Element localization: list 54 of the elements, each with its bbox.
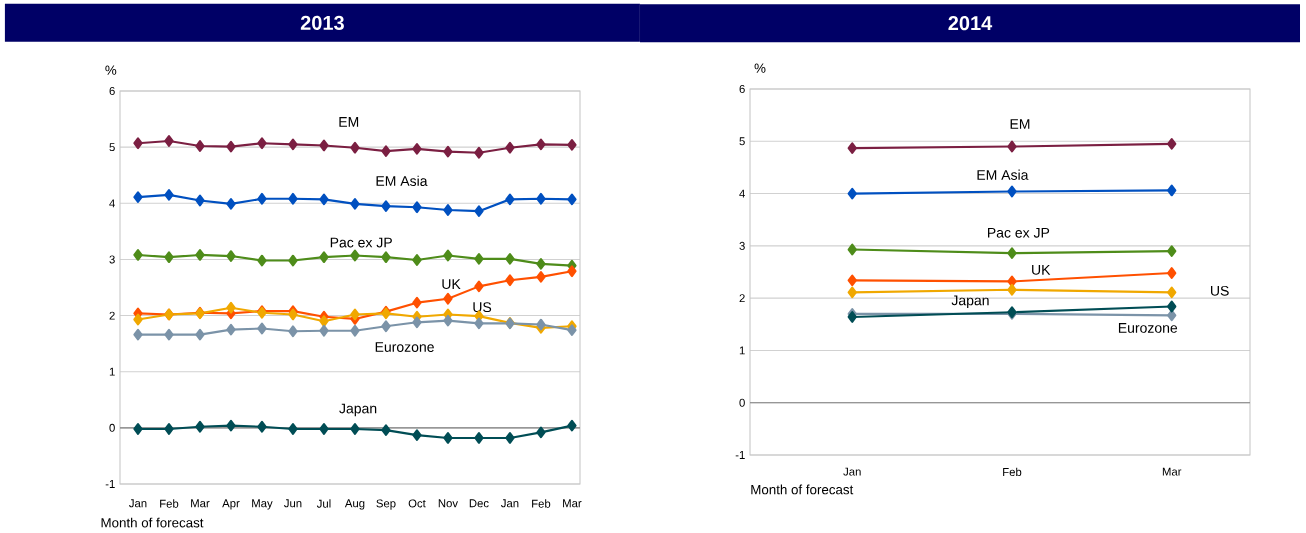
series-label: Japan xyxy=(951,295,989,309)
text: US xyxy=(1211,285,1229,296)
x-tick-label: Feb xyxy=(1003,467,1022,477)
x-tick-label: Jun xyxy=(284,499,302,508)
series-label: Pac ex JP xyxy=(330,237,392,248)
y-tick-label: 2 xyxy=(739,294,745,303)
y-tick-label: 0 xyxy=(739,398,745,407)
y-tick-label: 6 xyxy=(109,87,115,96)
y-tick-label: 5 xyxy=(109,143,115,152)
x-tick-label: Dec xyxy=(469,499,489,508)
series-label: Eurozone xyxy=(1118,323,1178,333)
y-tick-label: 4 xyxy=(109,199,115,208)
x-tick-label: Nov xyxy=(438,499,458,508)
x-tick-label: Aug xyxy=(344,499,365,510)
x-tick-label: Mar xyxy=(191,499,210,508)
x-tick-label: Feb xyxy=(160,499,179,508)
series-label: Japan xyxy=(339,403,377,417)
series-label: EM Asia xyxy=(376,175,428,186)
x-tick-label: Oct xyxy=(408,499,426,508)
y-tick-label: 4 xyxy=(739,189,745,198)
chart-title: 2014 xyxy=(948,16,993,31)
y-tick-label: 0 xyxy=(109,423,115,432)
x-tick-label: Feb xyxy=(532,499,551,508)
y-tick-label: -1 xyxy=(105,480,115,488)
x-tick-label: Apr xyxy=(222,499,240,510)
series-label: US xyxy=(473,302,492,313)
y-tick-label: 3 xyxy=(109,255,115,264)
series-label: UK xyxy=(1032,265,1051,275)
x-axis-title: Month of forecast xyxy=(751,484,854,495)
y-axis-title: % xyxy=(105,65,117,75)
series-label: EM xyxy=(339,117,359,127)
y-tick-label: 5 xyxy=(739,137,745,146)
y-axis-title: % xyxy=(754,63,766,73)
y-tick-label: 2 xyxy=(109,311,115,320)
x-tick-label: Mar xyxy=(1162,467,1182,476)
y-tick-label: -1 xyxy=(735,451,745,459)
x-tick-label: Mar xyxy=(563,499,582,508)
series-label: Pac ex JP xyxy=(988,227,1050,238)
series-label: EM xyxy=(1010,119,1030,129)
x-tick-label: May xyxy=(252,499,273,510)
y-tick-label: 3 xyxy=(739,241,745,250)
series-label: EM Asia xyxy=(977,169,1029,180)
series-label: Eurozone xyxy=(375,342,434,352)
x-tick-label: Jul xyxy=(316,499,331,508)
series-label: UK xyxy=(442,279,461,290)
y-tick-label: 1 xyxy=(109,367,115,376)
y-tick-label: 1 xyxy=(739,346,745,355)
x-tick-label: Jan xyxy=(843,467,861,476)
x-tick-label: Jan xyxy=(129,499,147,508)
x-tick-label: Jan xyxy=(500,499,519,508)
chart-title: 2013 xyxy=(300,15,344,30)
y-tick-label: 6 xyxy=(739,85,745,94)
x-tick-label: Sep xyxy=(376,499,396,510)
x-axis-title: Month of forecast xyxy=(101,517,204,528)
